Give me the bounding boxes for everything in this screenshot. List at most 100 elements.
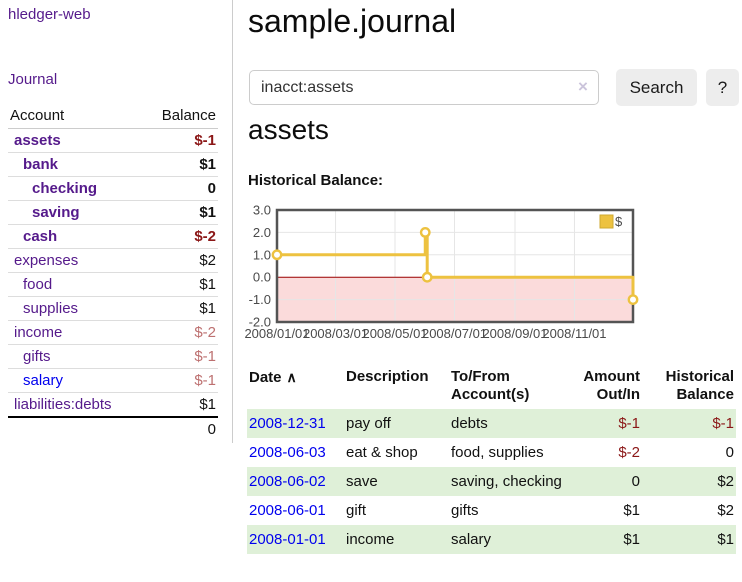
account-column-header: Account [8,103,144,129]
clear-search-icon[interactable]: × [578,77,588,96]
sidebar-account-checking[interactable]: checking [32,180,98,197]
register-row: 2008-06-01 gift gifts $1 $2 [247,496,736,525]
transaction-historical: $1 [717,531,734,548]
accounts-header-row: Account Balance [8,103,218,129]
sidebar-account-assets[interactable]: assets [14,132,61,149]
svg-text:1.0: 1.0 [253,247,271,262]
sidebar-account-expenses[interactable]: expenses [14,252,79,269]
account-balance: 0 [143,176,218,201]
register-header-description: Description [346,368,429,385]
svg-text:-1.0: -1.0 [249,292,271,307]
account-row: bank $1 [8,152,218,177]
sidebar: hledger-web Journal Account Balance asse… [0,0,233,443]
svg-text:2008/05/01: 2008/05/01 [362,326,427,341]
transaction-description: income [346,531,395,548]
account-balance: $-2 [143,224,218,249]
transaction-date-link[interactable]: 2008-06-02 [249,473,326,490]
svg-text:2.0: 2.0 [253,225,271,240]
account-row: expenses $2 [8,248,218,273]
transaction-amount: $-2 [618,444,640,461]
account-row: saving $1 [8,200,218,225]
account-balance: $-1 [143,368,218,393]
account-row: checking 0 [8,176,218,201]
account-heading: assets [248,114,329,145]
transaction-description: save [346,473,378,490]
account-balance: $1 [143,272,218,297]
register-header-row: Date ∧ Description To/From Account(s) Amo… [247,365,736,409]
transaction-description: pay off [346,415,391,432]
sort-ascending-icon: ∧ [286,369,297,385]
transaction-accounts: debts [451,415,488,432]
page-title: sample.journal [248,3,457,39]
svg-text:$: $ [615,214,623,229]
sidebar-account-income[interactable]: income [14,324,63,341]
svg-text:2008/03/01: 2008/03/01 [303,326,368,341]
svg-text:2008/09/01: 2008/09/01 [482,326,547,341]
sidebar-account-bank[interactable]: bank [23,156,59,173]
account-balance: $2 [143,248,218,273]
svg-text:2008/07/01: 2008/07/01 [422,326,487,341]
sidebar-account-cash[interactable]: cash [23,228,58,245]
account-row: food $1 [8,272,218,297]
transaction-accounts: food, supplies [451,444,544,461]
account-row: assets $-1 [8,128,218,153]
account-row: cash $-2 [8,224,218,249]
accounts-table: Account Balance assets $-1 bank $1 check… [8,103,218,441]
sidebar-account-salary[interactable]: salary [23,372,64,389]
account-row: income $-2 [8,320,218,345]
sidebar-account-saving[interactable]: saving [32,204,80,221]
account-row: gifts $-1 [8,344,218,369]
transaction-date-link[interactable]: 2008-06-03 [249,444,326,461]
transaction-historical: $-1 [712,415,734,432]
transaction-description: gift [346,502,367,519]
register-header-accounts: To/From Account(s) [451,368,530,403]
historical-balance-label: Historical Balance: [248,172,384,189]
account-row: supplies $1 [8,296,218,321]
svg-text:3.0: 3.0 [253,203,271,218]
account-balance: $1 [143,152,218,177]
transaction-accounts: gifts [451,502,479,519]
svg-text:2008/11/01: 2008/11/01 [542,326,606,341]
transaction-amount: 0 [631,473,640,490]
transaction-amount: $1 [623,531,640,548]
account-balance: $-1 [143,344,218,369]
historical-balance-chart: 3.0 2.0 1.0 0.0 -1.0 -2.02008/01/012008/03/01… [244,203,639,341]
sidebar-account-gifts[interactable]: gifts [23,348,51,365]
register-row: 2008-06-02 save saving, checking 0 $2 [247,467,736,496]
transaction-amount: $1 [623,502,640,519]
search-button[interactable]: Search [616,69,697,106]
svg-text:0.0: 0.0 [253,270,271,285]
transaction-accounts: saving, checking [451,473,562,490]
accounts-total-row: 0 [8,416,218,441]
transaction-historical: 0 [725,444,734,461]
account-balance: $1 [143,392,218,417]
register-header-historical: Historical Balance [665,368,734,403]
transaction-amount: $-1 [618,415,640,432]
help-button[interactable]: ? [706,69,739,106]
transaction-date-link[interactable]: 2008-06-01 [249,502,326,519]
account-balance: $1 [143,200,218,225]
register-table: Date ∧ Description To/From Account(s) Amo… [247,365,736,554]
register-row: 2008-06-03 eat & shop food, supplies $-2… [247,438,736,467]
transaction-date-link[interactable]: 2008-12-31 [249,415,326,432]
register-header-amount: Amount Out/In [583,368,640,403]
sidebar-item-journal[interactable]: Journal [8,71,58,88]
account-row: salary $-1 [8,368,218,393]
search-input[interactable] [249,70,599,105]
sidebar-account-liabilities-debts[interactable]: liabilities:debts [14,396,112,413]
sidebar-account-supplies[interactable]: supplies [23,300,79,317]
balance-column-header: Balance [143,103,218,129]
accounts-total-balance: 0 [143,416,218,441]
account-row: liabilities:debts $1 [8,392,218,417]
register-row: 2008-12-31 pay off debts $-1 $-1 [247,409,736,438]
svg-text:2008/01/01: 2008/01/01 [244,326,309,341]
account-balance: $-2 [143,320,218,345]
transaction-date-link[interactable]: 2008-01-01 [249,531,326,548]
sidebar-account-food[interactable]: food [23,276,53,293]
app-title-link[interactable]: hledger-web [8,6,91,23]
account-balance: $-1 [143,128,218,153]
transaction-description: eat & shop [346,444,418,461]
transaction-historical: $2 [717,502,734,519]
register-header-date[interactable]: Date ∧ [249,369,297,386]
transaction-accounts: salary [451,531,492,548]
